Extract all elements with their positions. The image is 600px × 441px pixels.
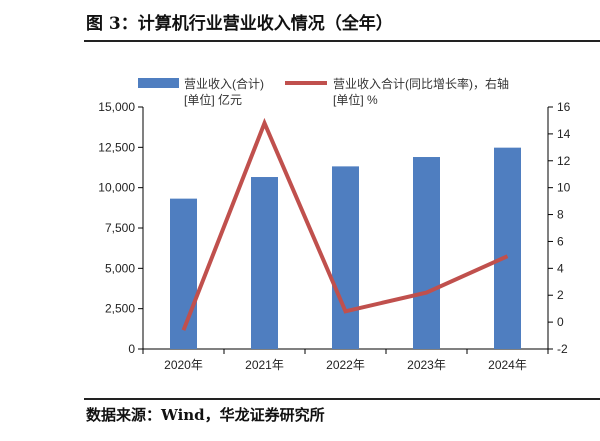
x-tick-label: 2023年 [407,358,446,372]
x-tick-label: 2024年 [488,358,527,372]
figure-title: 图 3：计算机行业营业收入情况（全年） [86,14,393,34]
left-tick-label: 0 [128,342,135,356]
left-tick-label: 5,000 [105,261,135,275]
legend-line-label: 营业收入合计(同比增长率)，右轴 [333,76,509,91]
legend-bar-label: 营业收入(合计) [184,76,264,91]
right-tick-label: 14 [557,127,571,141]
x-tick-label: 2022年 [326,358,365,372]
x-tick-label: 2021年 [245,358,284,372]
revenue-bar [251,177,278,349]
right-tick-label: 4 [557,261,564,275]
legend-bar-unit: [单位] 亿元 [184,92,242,107]
right-tick-label: -2 [557,342,568,356]
title-divider [84,40,600,42]
right-tick-label: 10 [557,181,571,195]
revenue-bar [170,198,197,349]
left-tick-label: 7,500 [105,221,135,235]
right-tick-label: 12 [557,154,571,168]
legend-bar-swatch [138,78,179,88]
right-tick-label: 16 [557,100,571,114]
left-tick-label: 15,000 [98,100,135,114]
revenue-bar [332,166,359,349]
revenue-bar [413,157,440,349]
footer-divider [84,398,600,400]
left-tick-label: 12,500 [98,140,135,154]
right-tick-label: 8 [557,208,564,222]
legend-line-unit: [单位] % [333,92,378,107]
right-tick-label: 0 [557,315,564,329]
left-tick-label: 2,500 [105,302,135,316]
right-tick-label: 2 [557,288,564,302]
left-tick-label: 10,000 [98,181,135,195]
right-tick-label: 6 [557,234,564,248]
revenue-bar [494,147,521,349]
x-tick-label: 2020年 [164,358,203,372]
source-note: 数据来源：Wind，华龙证券研究所 [86,406,325,424]
